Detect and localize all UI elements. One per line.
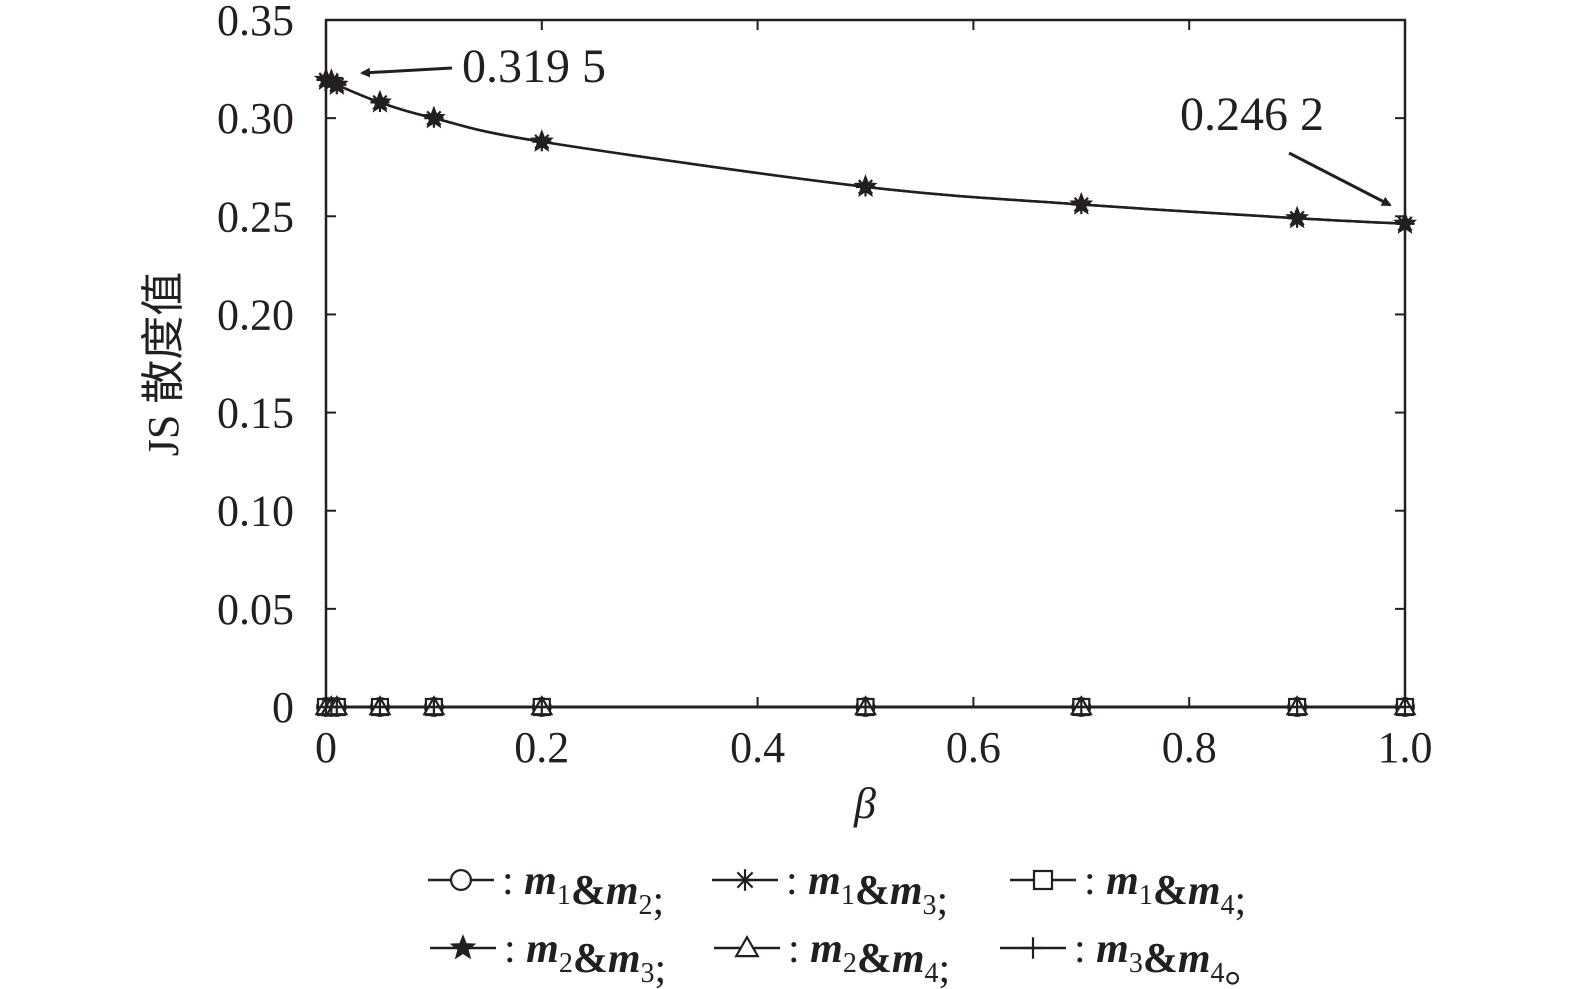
- y-tick-label: 0.30: [217, 94, 294, 143]
- legend-marker: [1032, 869, 1054, 891]
- legend-label: : m1&m2;: [502, 858, 664, 924]
- legend-item: : m1&m2;: [428, 858, 664, 924]
- data-point: [424, 697, 444, 717]
- legend-item: : m1&m4;: [1010, 858, 1246, 924]
- y-tick-label: 0.20: [217, 290, 294, 339]
- y-tick-label: 0.10: [217, 487, 294, 536]
- data-point: [855, 697, 876, 717]
- data-point: [327, 697, 347, 717]
- x-tick-label: 0.4: [730, 723, 785, 772]
- x-tick-label: 0.2: [514, 723, 569, 772]
- x-tick-label: 0.6: [946, 723, 1001, 772]
- data-point: [324, 72, 349, 95]
- data-point: [1287, 697, 1307, 717]
- legend-label: : m2&m4;: [788, 926, 950, 989]
- data-point: [853, 174, 878, 198]
- x-axis-label: β: [853, 779, 876, 828]
- x-tick-label: 1.0: [1378, 723, 1433, 772]
- svg-text:0.319 5: 0.319 5: [462, 40, 606, 93]
- legend: : m1&m2; : m1&m3; : m1&m4; : m2&m3; : m2&m4;…: [428, 858, 1267, 989]
- data-point: [1285, 205, 1310, 229]
- data-point: [529, 129, 554, 152]
- legend-label: : m1&m3;: [786, 858, 948, 924]
- legend-marker: [734, 869, 756, 891]
- legend-marker: [1022, 937, 1044, 959]
- legend-label: : m1&m4;: [1084, 858, 1246, 924]
- data-point: [1395, 697, 1415, 717]
- axis-ticks: 0 0.2 0.4 0.6 0.8 1.0 0 0.05 0.10 0.15 0.20 0.25 0.3…: [217, 0, 1433, 772]
- y-tick-label: 0.35: [217, 0, 294, 45]
- data-point: [532, 697, 552, 717]
- data-point: [1069, 191, 1094, 215]
- series-layer: [313, 67, 1418, 717]
- data-point: [1071, 697, 1091, 717]
- y-tick-label: 0.05: [217, 585, 294, 634]
- svg-text:0.246 2: 0.246 2: [1180, 88, 1324, 141]
- legend-marker: [450, 868, 473, 891]
- legend-marker: [449, 934, 477, 960]
- y-tick-label: 0.25: [217, 192, 294, 241]
- legend-item: : m1&m3;: [712, 858, 948, 924]
- legend-item: : m2&m4;: [714, 926, 950, 989]
- x-tick-label: 0.8: [1162, 723, 1217, 772]
- legend-label: : m2&m3;: [504, 926, 666, 989]
- y-tick-label: 0: [272, 683, 294, 732]
- y-axis-label: JS 散度值: [139, 272, 188, 457]
- legend-item: : m3&m4。: [1000, 926, 1267, 989]
- legend-item: : m2&m3;: [430, 926, 666, 989]
- data-point: [421, 105, 446, 129]
- data-point: [367, 89, 392, 113]
- data-point: [370, 697, 390, 717]
- annotation-start: 0.319 5: [360, 40, 606, 93]
- y-tick-label: 0.15: [217, 389, 294, 438]
- series-m2-m3: [313, 67, 1418, 234]
- series-m3-m4: [316, 697, 1415, 717]
- x-tick-label: 0: [315, 723, 337, 772]
- data-point: [1392, 211, 1418, 234]
- legend-marker: [734, 934, 760, 958]
- legend-label: : m3&m4。: [1074, 926, 1267, 989]
- annotation-end: 0.246 2: [1180, 88, 1392, 207]
